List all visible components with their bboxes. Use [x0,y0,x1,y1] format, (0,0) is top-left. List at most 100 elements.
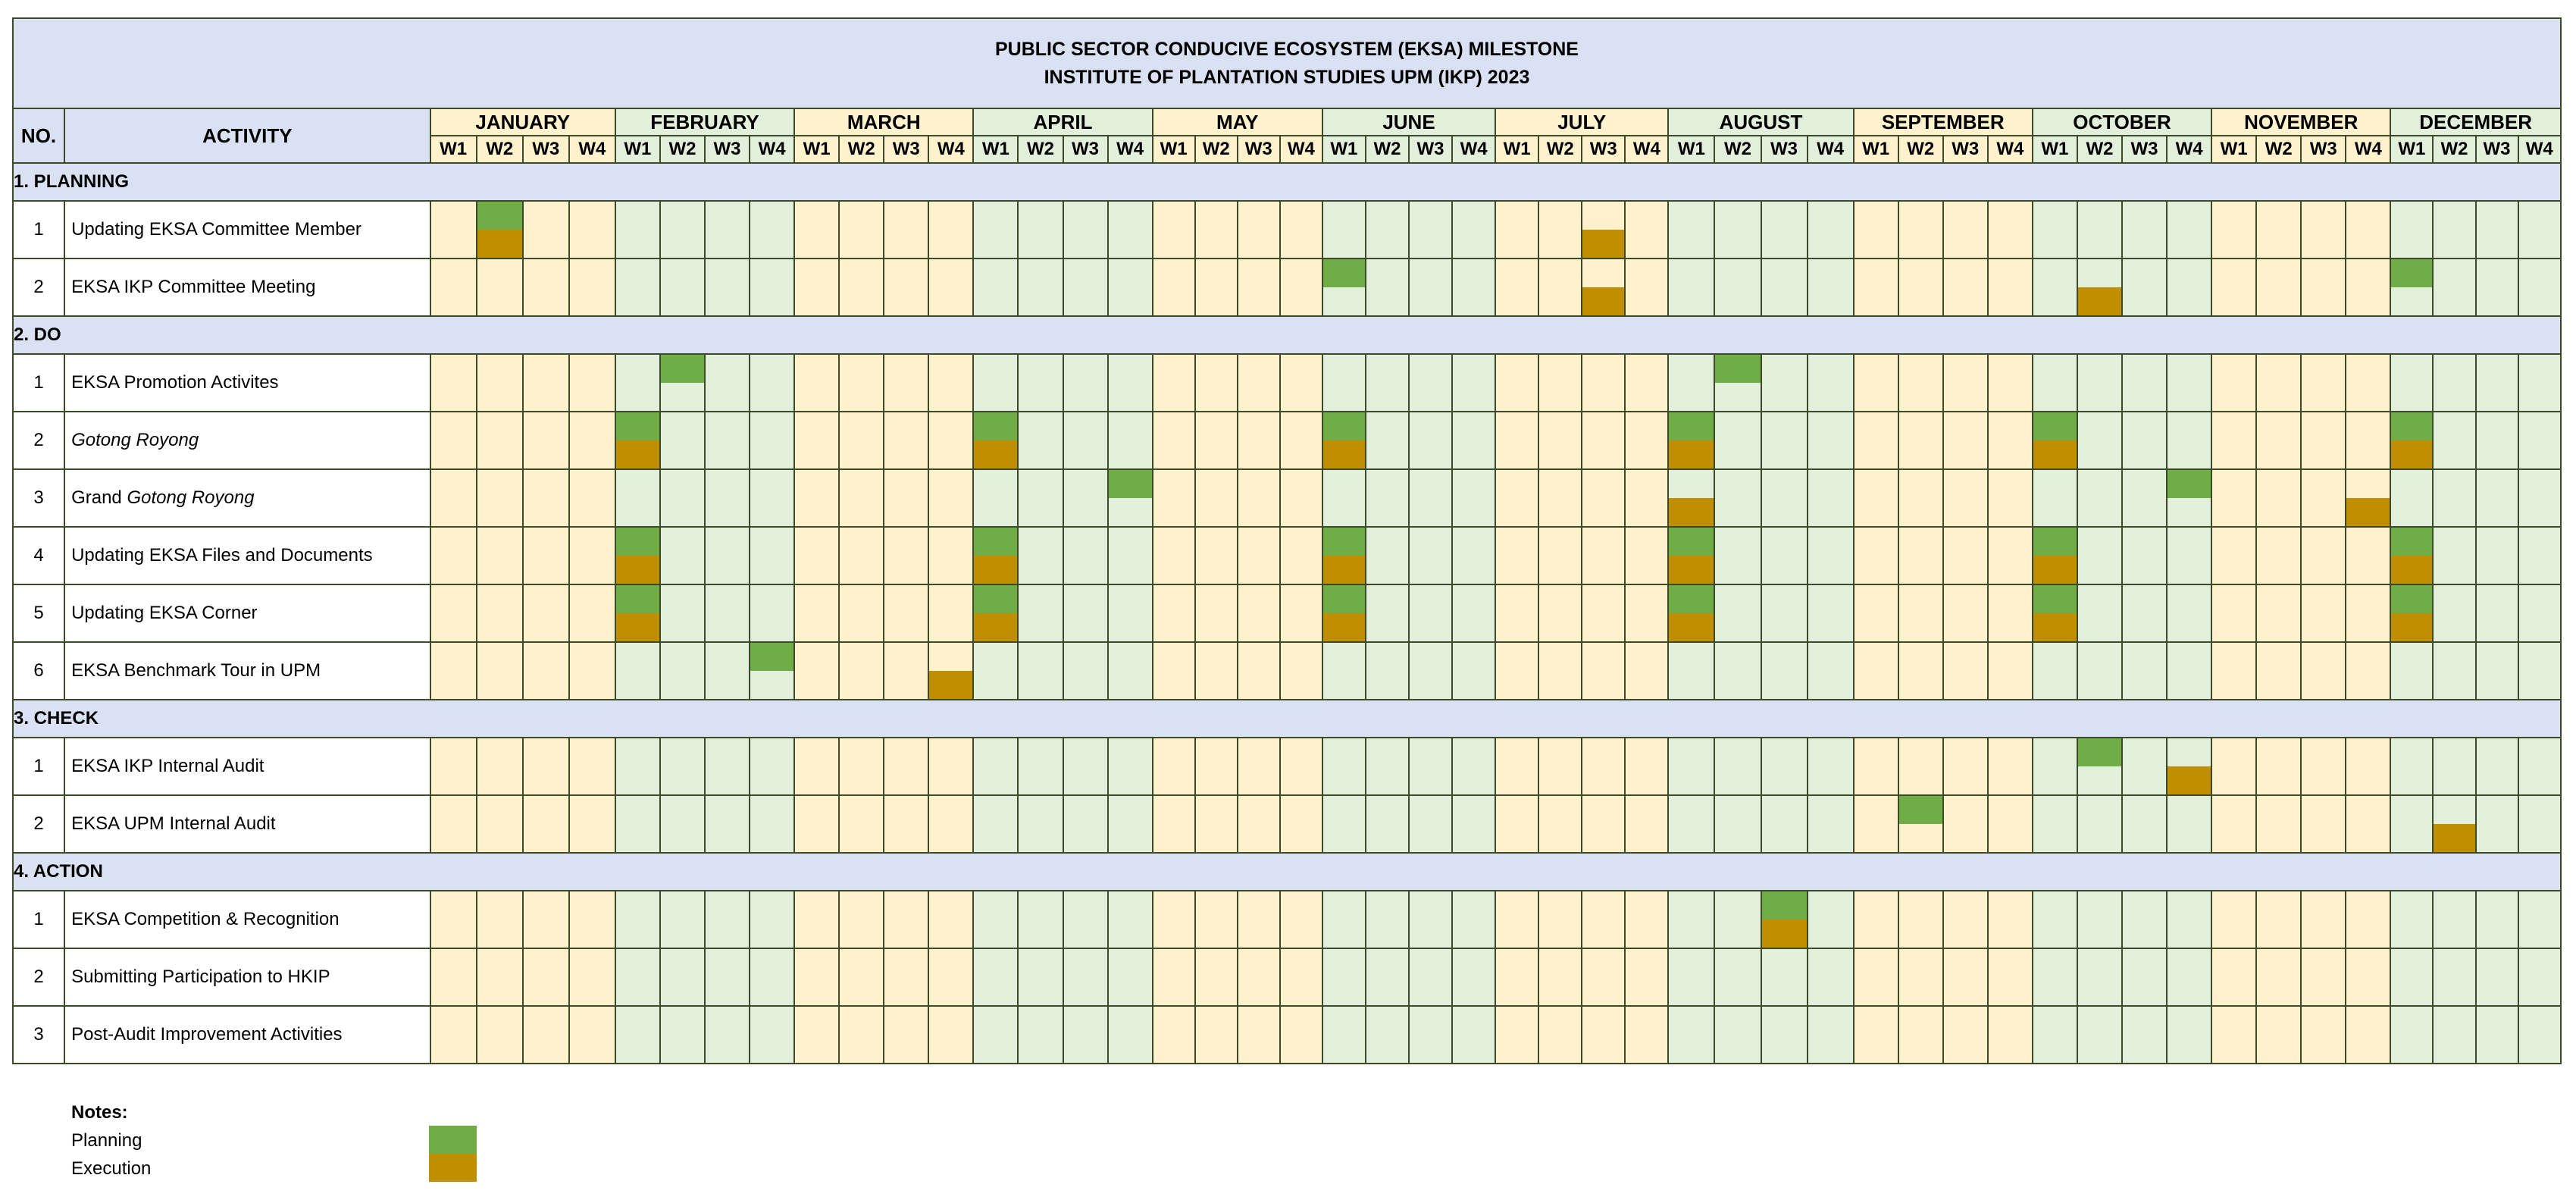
week-cell [928,737,975,796]
week-cell [568,411,616,470]
week-cell [2121,890,2168,949]
week-cell [1364,526,1410,585]
week-cell [1062,526,1109,585]
week-cell [429,737,477,796]
planning-marker [1762,892,1806,920]
week-cell [1581,794,1626,854]
week-cell [1364,1005,1410,1064]
week-cell [1279,353,1323,412]
week-cell [2474,794,2519,854]
planning-marker [975,586,1017,613]
week-cell [1062,1005,1109,1064]
week-cell [2432,890,2477,949]
week-cell [2211,948,2258,1007]
week-cell [1760,468,1808,528]
week-cell [659,641,706,700]
activity-name-part: Grand [71,487,127,508]
week-cell [2300,200,2347,259]
activity-name: Updating EKSA Files and Documents [64,526,431,585]
planning-marker [1670,586,1714,613]
week-cell [1667,584,1716,643]
week-cell [1495,1005,1540,1064]
week-cell [2031,468,2078,528]
activity-row: 2 EKSA UPM Internal Audit [11,794,2562,854]
week-cell [1942,584,1989,643]
week-cell [1194,584,1238,643]
week-header: W1 [429,135,477,164]
week-cell [1624,353,1670,412]
week-cell [2166,200,2213,259]
week-cell [1279,411,1323,470]
week-cell [2390,353,2434,412]
activity-number: 2 [11,794,66,854]
week-cell [614,1005,661,1064]
week-cell [2474,641,2519,700]
week-cell [1106,890,1153,949]
week-cell [2432,411,2477,470]
week-header: W2 [659,135,706,164]
week-cell [1407,468,1454,528]
week-cell [1495,584,1540,643]
activity-number: 2 [11,258,66,317]
week-cell [2076,526,2124,585]
week-cell [1852,258,1899,317]
week-cell [883,526,930,585]
week-cell [703,468,751,528]
week-header: W4 [1806,135,1855,164]
week-cell [2517,948,2562,1007]
week-cell [2390,1005,2434,1064]
week-cell [1806,948,1855,1007]
execution-marker [975,440,1017,468]
activity-name: EKSA UPM Internal Audit [64,794,431,854]
week-cell [703,890,751,949]
week-cell [1364,641,1410,700]
week-header: W4 [2166,135,2213,164]
week-cell [2432,794,2477,854]
legend-planning-label: Planning [71,1130,142,1151]
week-cell [2432,948,2477,1007]
week-cell [838,200,885,259]
week-cell [1852,411,1899,470]
week-cell [1714,948,1762,1007]
week-cell [2166,468,2213,528]
week-cell [1017,948,1064,1007]
week-cell [793,1005,840,1064]
week-cell [1897,258,1944,317]
week-cell [1451,890,1497,949]
chart-title-line2: INSTITUTE OF PLANTATION STUDIES UPM (IKP… [1044,66,1530,88]
week-cell [2345,641,2392,700]
week-cell [793,641,840,700]
week-header: W2 [475,135,524,164]
week-cell [1279,468,1323,528]
execution-marker [1583,287,1624,315]
week-cell [1495,890,1540,949]
activity-name: EKSA IKP Committee Meeting [64,258,431,317]
week-header: W2 [1897,135,1944,164]
week-cell [1538,258,1583,317]
week-cell [475,584,524,643]
week-cell [614,794,661,854]
week-cell [2432,584,2477,643]
legend-execution-label: Execution [71,1158,152,1179]
week-cell [2390,526,2434,585]
week-header: W3 [2474,135,2519,164]
activity-name-part: EKSA IKP Committee Meeting [71,277,316,297]
planning-marker [1670,413,1714,440]
week-cell [475,890,524,949]
week-cell [1062,948,1109,1007]
week-cell [1194,794,1238,854]
planning-marker [1109,471,1151,498]
week-cell [659,1005,706,1064]
week-cell [749,584,796,643]
week-cell [2300,794,2347,854]
week-cell [2517,411,2562,470]
week-cell [2390,641,2434,700]
week-cell [2345,890,2392,949]
activity-name-part: Post-Audit Improvement Activities [71,1024,343,1045]
week-cell [838,737,885,796]
week-cell [1236,584,1281,643]
execution-marker [616,556,659,583]
week-cell [1942,258,1989,317]
week-header: W4 [568,135,616,164]
week-cell [2255,526,2302,585]
